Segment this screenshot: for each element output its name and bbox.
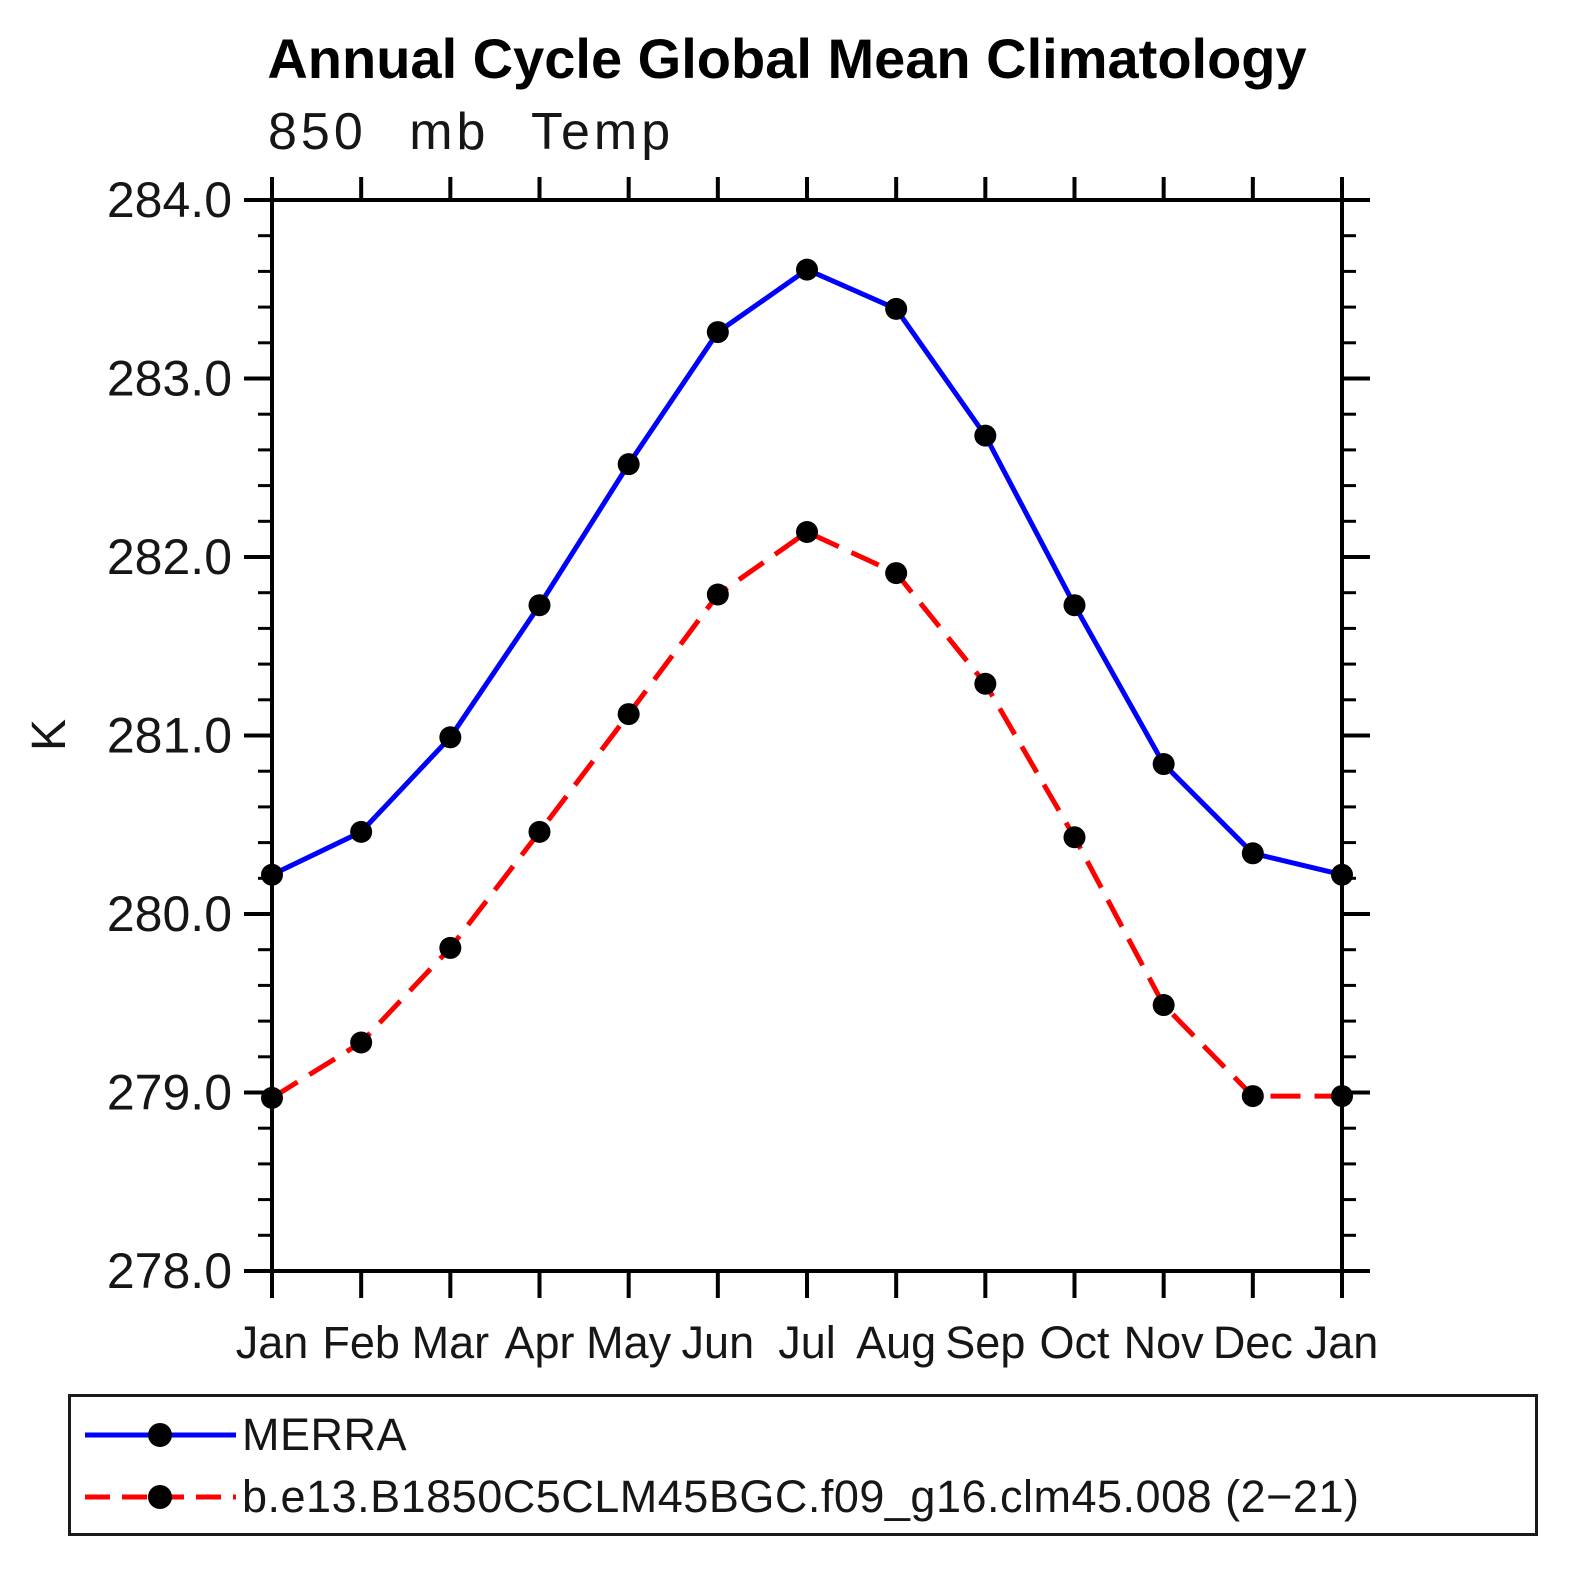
- x-tick-label: Oct: [1039, 1317, 1110, 1368]
- data-point-marker-0: [261, 863, 283, 886]
- x-tick-label: Aug: [856, 1317, 936, 1368]
- data-point-marker-1: [528, 820, 551, 843]
- y-tick-label: 279.0: [107, 1065, 232, 1121]
- x-tick-label: Jan: [236, 1317, 309, 1368]
- data-point-marker-1: [706, 583, 729, 606]
- y-tick-label: 282.0: [107, 529, 232, 585]
- legend-item-merra: MERRA: [83, 1409, 407, 1461]
- data-point-marker-0: [1152, 753, 1175, 776]
- legend-label-merra: MERRA: [242, 1409, 408, 1460]
- x-tick-label: Dec: [1213, 1317, 1293, 1368]
- x-tick-label: Sep: [945, 1317, 1025, 1368]
- data-point-marker-0: [885, 297, 908, 320]
- x-tick-label: May: [586, 1317, 672, 1368]
- data-point-marker-0: [439, 726, 462, 749]
- series-line-0: [270, 266, 1343, 878]
- legend-line-sample-merra: [85, 1423, 236, 1447]
- x-tick-label: Apr: [504, 1317, 574, 1368]
- data-point-marker-1: [1331, 1085, 1353, 1108]
- data-point-marker-0: [1063, 594, 1086, 617]
- x-tick-label: Feb: [322, 1317, 400, 1368]
- y-tick-label: 283.0: [107, 351, 232, 407]
- data-point-marker-1: [1241, 1085, 1264, 1108]
- x-tick-label: Jan: [1306, 1317, 1379, 1368]
- data-point-marker-1: [439, 936, 462, 959]
- data-point-marker-1: [261, 1086, 283, 1109]
- legend: MERRA b.e13.B1850C5CLM45BGC.f09_g16.clm4…: [68, 1394, 1538, 1536]
- x-tick-label: Mar: [412, 1317, 490, 1368]
- legend-item-model: b.e13.B1850C5CLM45BGC.f09_g16.clm45.008 …: [83, 1471, 1359, 1523]
- legend-marker-merra: [148, 1423, 172, 1447]
- data-point-marker-0: [796, 258, 818, 281]
- y-tick-label: 284.0: [107, 172, 232, 228]
- x-tick-label: Nov: [1124, 1317, 1205, 1368]
- plot-border: [270, 198, 1344, 1273]
- data-point-marker-0: [350, 820, 373, 843]
- data-point-marker-1: [1063, 826, 1086, 849]
- legend-label-model: b.e13.B1850C5CLM45BGC.f09_g16.clm45.008 …: [242, 1471, 1360, 1522]
- data-point-marker-1: [350, 1031, 373, 1054]
- data-point-marker-1: [885, 562, 908, 585]
- y-tick-label: 280.0: [107, 886, 232, 942]
- x-tick-label: Jun: [682, 1317, 755, 1368]
- chart-subtitle: 850 mb Temp: [268, 103, 675, 161]
- data-point-marker-1: [617, 703, 640, 726]
- data-point-marker-0: [528, 594, 551, 617]
- data-point-marker-1: [1152, 994, 1175, 1017]
- data-point-marker-0: [1241, 842, 1264, 865]
- data-point-marker-0: [706, 321, 729, 344]
- series-line-1: [270, 529, 1342, 1100]
- legend-line-sample-model: [85, 1485, 236, 1509]
- y-tick-label: 281.0: [107, 708, 232, 764]
- x-tick-label: Jul: [778, 1317, 836, 1368]
- chart-title: Annual Cycle Global Mean Climatology: [267, 27, 1307, 90]
- data-point-marker-0: [617, 453, 640, 476]
- data-point-marker-1: [796, 521, 818, 544]
- data-point-marker-0: [974, 424, 997, 447]
- y-tick-label: 278.0: [107, 1243, 232, 1299]
- legend-marker-model: [148, 1485, 172, 1509]
- data-point-marker-1: [974, 672, 997, 695]
- data-point-marker-0: [1331, 863, 1353, 886]
